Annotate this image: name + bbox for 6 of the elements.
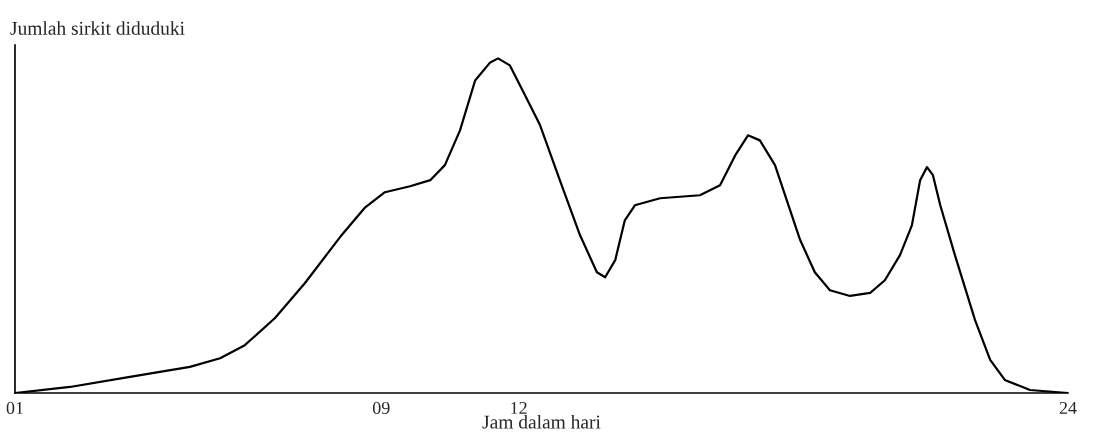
y-axis-title: Jumlah sirkit diduduki — [10, 21, 185, 35]
x-axis-title: Jam dalam hari — [482, 414, 601, 429]
x-tick-label: 09 — [372, 401, 390, 415]
x-tick-label: 12 — [511, 401, 527, 414]
x-tick-label: 01 — [6, 401, 23, 415]
x-tick-label: 24 — [1059, 401, 1077, 414]
